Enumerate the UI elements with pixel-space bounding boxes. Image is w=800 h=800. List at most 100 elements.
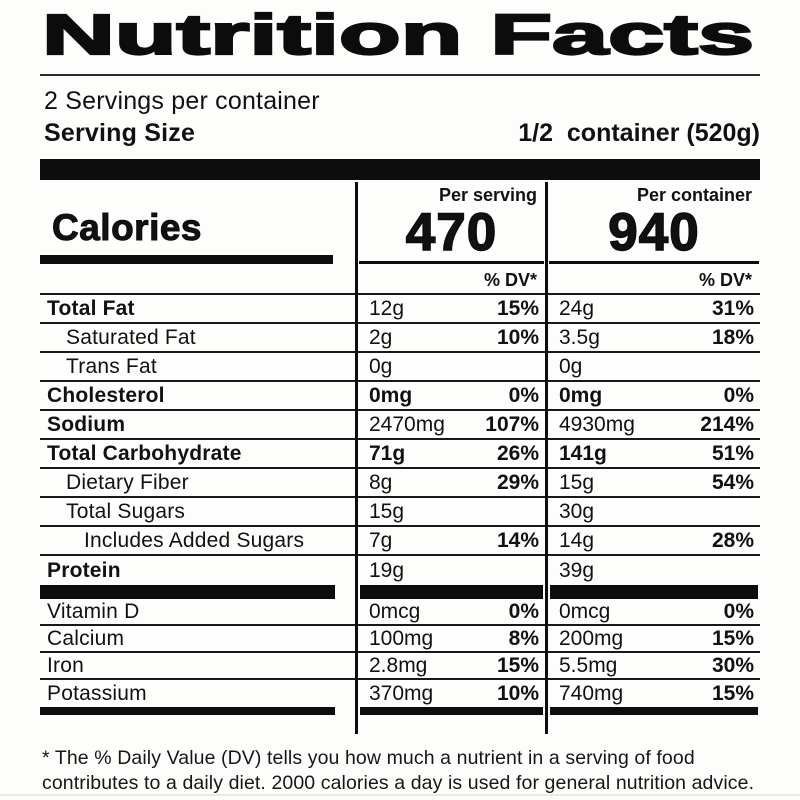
per-container-header: Per container: [636, 185, 752, 205]
per-container-amount: 0mg: [559, 383, 603, 407]
nutrient-row: Total Carbohydrate 71g 26% 141g 51%: [40, 440, 760, 469]
nutrient-name: Cholesterol: [47, 383, 165, 407]
per-container-amount: 200mg: [559, 626, 624, 650]
per-serving-daily-value: 107%: [485, 412, 539, 436]
nutrient-row: Sodium 2470mg 107% 4930mg 214%: [40, 411, 760, 440]
nutrient-row: Calcium 100mg 8% 200mg 15%: [40, 626, 760, 653]
per-container-amount: 14g: [559, 528, 595, 552]
per-serving-amount: 2470mg: [369, 412, 445, 436]
nutrient-row: Protein 19g 39g: [40, 556, 760, 585]
per-serving-amount: 370mg: [369, 681, 434, 705]
serving-size-value: 1/2 container (520g): [518, 119, 760, 147]
per-serving-amount: 19g: [369, 558, 405, 582]
per-serving-daily-value: 14%: [496, 528, 539, 552]
nutrient-row: Potassium 370mg 10% 740mg 15%: [40, 680, 760, 707]
per-container-daily-value: 31%: [711, 296, 754, 320]
per-serving-daily-value: 10%: [496, 681, 539, 705]
nutrient-row: Vitamin D 0mcg 0% 0mcg 0%: [40, 599, 760, 626]
nutrient-row: Saturated Fat 2g 10% 3.5g 18%: [40, 324, 760, 353]
per-container-amount: 4930mg: [559, 412, 635, 436]
per-serving-amount: 100mg: [369, 626, 434, 650]
nutrient-name: Calcium: [47, 626, 125, 650]
nutrient-name: Sodium: [47, 412, 126, 436]
nutrient-name: Includes Added Sugars: [84, 528, 305, 552]
per-serving-daily-value: 26%: [496, 441, 539, 465]
per-serving-daily-value: 15%: [496, 653, 539, 677]
per-serving-amount: 15g: [369, 499, 405, 523]
section-bar-top: [40, 159, 760, 180]
calories-label: Calories: [52, 207, 203, 249]
daily-value-footnote: * The % Daily Value (DV) tells you how m…: [42, 747, 755, 794]
per-container-amount: 141g: [559, 441, 607, 465]
micronutrient-rows: Vitamin D 0mcg 0% 0mcg 0% Calcium 100mg 8% 200mg…: [40, 599, 760, 707]
per-container-daily-value: 0%: [723, 383, 754, 407]
label-title-graphic: Nutrition Facts: [42, 6, 755, 66]
label-title: Nutrition Facts: [42, 6, 754, 66]
calories-serving-bar: [359, 261, 544, 264]
per-container-amount: 740mg: [559, 681, 624, 705]
per-serving-amount: 2.8mg: [369, 653, 428, 677]
per-container-amount: 0mcg: [559, 599, 611, 623]
nutrient-name: Saturated Fat: [66, 325, 196, 349]
calories-per-container: 940: [608, 203, 700, 262]
per-serving-amount: 7g: [369, 528, 393, 552]
per-serving-daily-value: 0%: [508, 383, 539, 407]
per-container-amount: 39g: [559, 558, 595, 582]
servings-per-container: 2 Servings per container: [44, 87, 320, 115]
per-container-amount: 15g: [559, 470, 595, 494]
per-container-amount: 0g: [559, 354, 583, 378]
nutrient-name: Iron: [47, 653, 84, 677]
per-container-amount: 3.5g: [559, 325, 600, 349]
nutrient-row: Cholesterol 0mg 0% 0mg 0%: [40, 382, 760, 411]
per-serving-amount: 0mcg: [369, 599, 421, 623]
per-serving-amount: 8g: [369, 470, 393, 494]
per-serving-amount: 12g: [369, 296, 405, 320]
nutrient-name: Potassium: [47, 681, 147, 705]
nutrient-row: Total Sugars 15g 30g: [40, 498, 760, 527]
nutrient-name: Total Carbohydrate: [47, 441, 242, 465]
divider-tail-row: [40, 716, 760, 734]
per-serving-header: Per serving: [438, 185, 537, 205]
nutrient-row: Iron 2.8mg 15% 5.5mg 30%: [40, 653, 760, 680]
per-serving-daily-value: 15%: [496, 296, 539, 320]
nutrition-facts-label: Nutrition Facts 2 Servings per container…: [40, 6, 760, 796]
per-serving-daily-value: 29%: [496, 470, 539, 494]
nutrient-name: Dietary Fiber: [66, 470, 189, 494]
per-container-amount: 24g: [559, 296, 595, 320]
per-container-amount: 5.5mg: [559, 653, 618, 677]
per-serving-amount: 0g: [369, 354, 393, 378]
nutrient-row: Includes Added Sugars 7g 14% 14g 28%: [40, 527, 760, 556]
per-serving-daily-value: 10%: [496, 325, 539, 349]
per-container-daily-value: 214%: [700, 412, 754, 436]
per-container-amount: 30g: [559, 499, 595, 523]
nutrient-name: Protein: [47, 558, 121, 582]
nutrition-table: Calories Per serving 470 Per container 9…: [40, 182, 760, 734]
per-container-daily-value: 18%: [711, 325, 754, 349]
serving-size-row: Serving Size 1/2 container (520g): [40, 119, 760, 148]
per-serving-amount: 0mg: [369, 383, 413, 407]
dv-header-container: % DV*: [698, 270, 752, 290]
per-container-daily-value: 15%: [711, 626, 754, 650]
photo-bottom-edge: [0, 794, 800, 796]
section-bar-middle: [40, 585, 760, 599]
nutrient-row: Dietary Fiber 8g 29% 15g 54%: [40, 469, 760, 498]
calories-row: Calories Per serving 470 Per container 9…: [40, 182, 760, 264]
per-serving-amount: 2g: [369, 325, 393, 349]
dv-header-serving: % DV*: [483, 270, 537, 290]
nutrient-name: Vitamin D: [47, 599, 140, 623]
nutrient-rows: Total Fat 12g 15% 24g 31% Saturated Fat 2g 10% 3…: [40, 295, 760, 585]
nutrient-name: Total Sugars: [66, 499, 186, 523]
per-serving-daily-value: 8%: [508, 626, 539, 650]
nutrient-name: Trans Fat: [66, 354, 157, 378]
per-serving-daily-value: 0%: [508, 599, 539, 623]
nutrient-name: Total Fat: [47, 296, 135, 320]
per-container-daily-value: 51%: [711, 441, 754, 465]
nutrient-row: Total Fat 12g 15% 24g 31%: [40, 295, 760, 324]
dv-header-row: % DV* % DV*: [40, 264, 760, 295]
per-container-daily-value: 54%: [711, 470, 754, 494]
title-divider: [40, 74, 760, 76]
per-container-daily-value: 0%: [723, 599, 754, 623]
per-container-daily-value: 28%: [711, 528, 754, 552]
calories-underline: [40, 255, 333, 264]
per-serving-amount: 71g: [369, 441, 406, 465]
